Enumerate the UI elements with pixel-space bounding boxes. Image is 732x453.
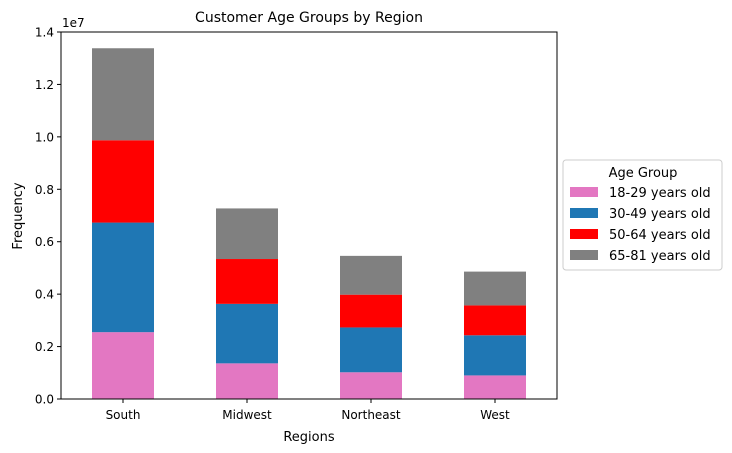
- bar-south-series-4: [92, 48, 154, 141]
- legend: Age Group 18-29 years old 30-49 years old…: [562, 159, 723, 271]
- y-tick-label: 0.0: [35, 393, 54, 407]
- bar-midwest-series-1: [216, 363, 278, 399]
- chart-title: Customer Age Groups by Region: [195, 10, 423, 26]
- bar-west-series-1: [464, 375, 526, 399]
- bars: [92, 48, 526, 399]
- bar-northeast-series-3: [340, 294, 402, 328]
- y-axis-label: Frequency: [11, 182, 26, 249]
- legend-label: 65-81 years old: [609, 249, 711, 264]
- bar-northeast-series-1: [340, 372, 402, 399]
- bar-midwest-series-2: [216, 303, 278, 364]
- x-tick-label: Northeast: [341, 408, 401, 422]
- legend-swatch: [570, 229, 598, 239]
- bar-west-series-4: [464, 271, 526, 306]
- bar-south-series-1: [92, 332, 154, 399]
- bar-south-series-3: [92, 140, 154, 223]
- x-tick-label: South: [106, 408, 141, 422]
- x-axis-label: Regions: [283, 430, 335, 445]
- x-tick-label: Midwest: [222, 408, 272, 422]
- y-tick-label: 0.8: [35, 183, 54, 197]
- legend-swatch: [570, 187, 598, 197]
- plot-frame: [60, 31, 558, 400]
- y-axis-ticks: 0.0 0.2 0.4 0.6 0.8 1.0 1.2 1.4: [35, 26, 61, 407]
- y-tick-label: 1.4: [35, 26, 54, 40]
- bar-west-series-3: [464, 305, 526, 336]
- y-axis-offset-label: 1e7: [62, 16, 85, 30]
- legend-swatch: [570, 208, 598, 218]
- bar-northeast-series-4: [340, 255, 402, 295]
- legend-swatch: [570, 250, 598, 260]
- bar-west-series-2: [464, 335, 526, 376]
- legend-label: 50-64 years old: [609, 228, 711, 243]
- bar-midwest-series-4: [216, 208, 278, 260]
- y-tick-label: 1.2: [35, 78, 54, 92]
- y-tick-label: 0.6: [35, 235, 54, 249]
- bar-south-series-2: [92, 222, 154, 333]
- bar-northeast-series-2: [340, 327, 402, 373]
- y-tick-label: 1.0: [35, 130, 54, 144]
- y-tick-label: 0.4: [35, 288, 54, 302]
- legend-box: [562, 159, 723, 271]
- legend-label: 30-49 years old: [609, 207, 711, 222]
- legend-label: 18-29 years old: [609, 186, 711, 201]
- x-axis-ticks: South Midwest Northeast West: [106, 399, 510, 422]
- y-tick-label: 0.2: [35, 340, 54, 354]
- legend-title: Age Group: [609, 166, 678, 181]
- bar-midwest-series-3: [216, 259, 278, 304]
- x-tick-label: West: [480, 408, 510, 422]
